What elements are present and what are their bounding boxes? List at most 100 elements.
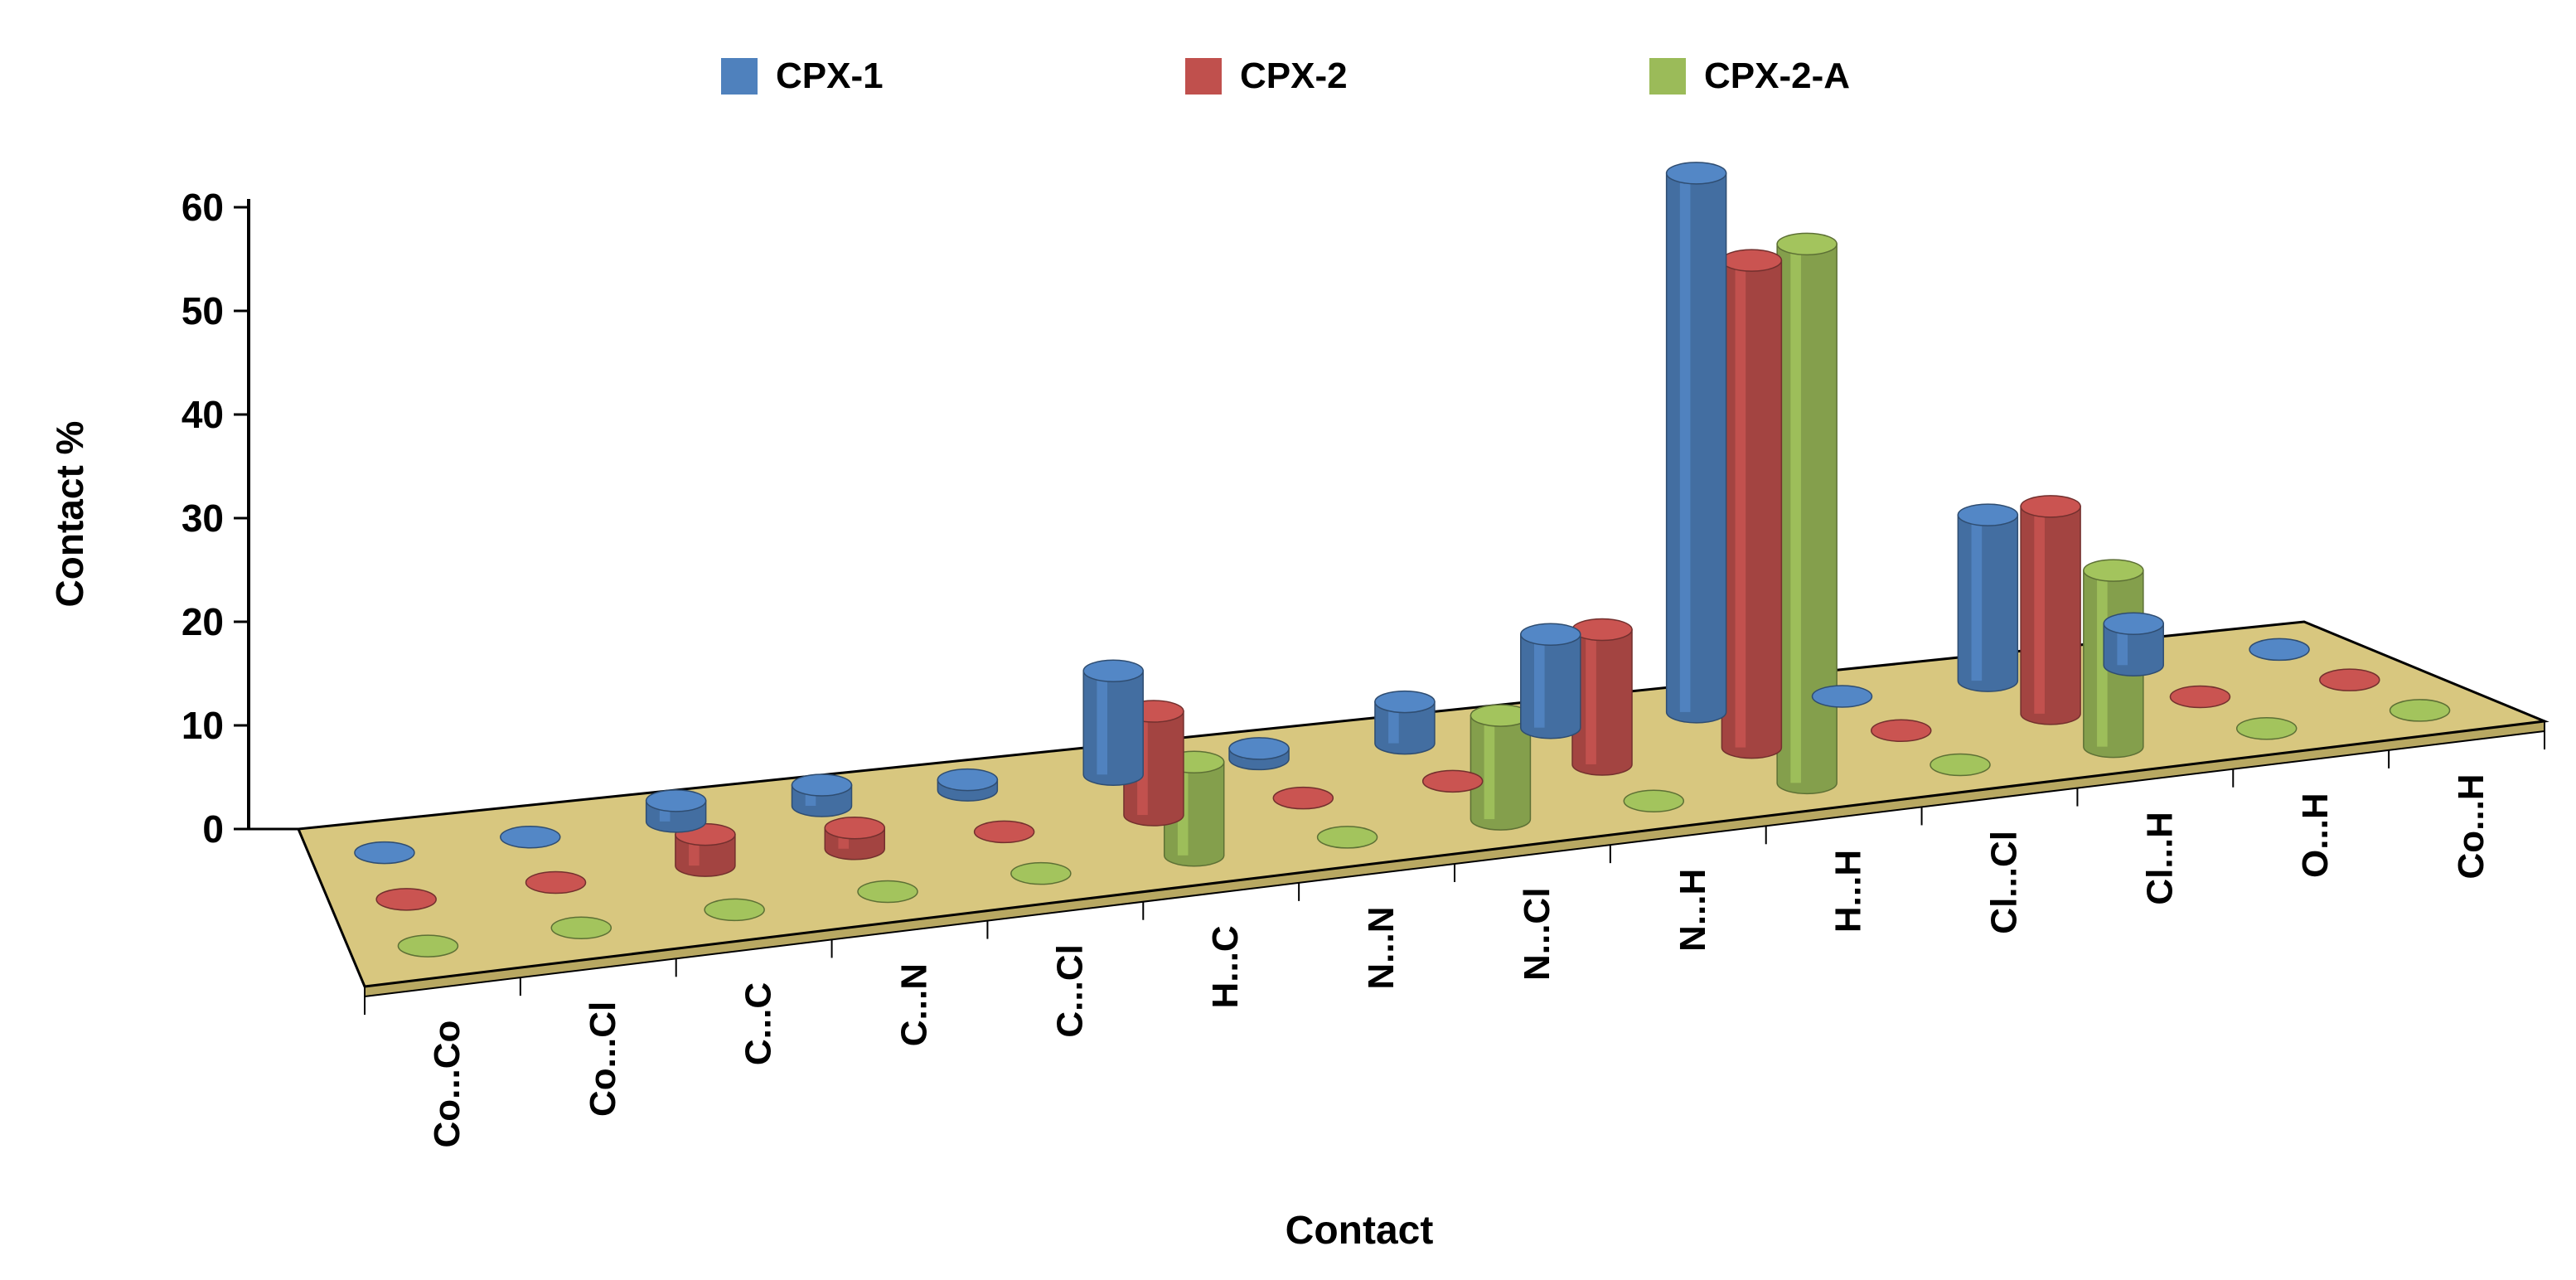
bar-top xyxy=(1721,249,1783,272)
bar-top xyxy=(1272,786,1334,810)
bar-top xyxy=(1776,232,1838,256)
chart-floor xyxy=(296,620,2549,988)
bar-cpx-2-c-cl xyxy=(973,820,1035,844)
bar-top xyxy=(2235,717,2298,740)
bar-cpx-2-co-cl xyxy=(525,870,587,895)
chart-label-layer: Co...Co Co...Cl C...C C...N C...Cl H...C N...N… xyxy=(427,773,2491,1147)
y-tick-label: 10 xyxy=(182,704,224,747)
x-tick-label-h-h: H...H xyxy=(1828,850,1869,933)
bar-top xyxy=(645,789,707,812)
bar-highlight xyxy=(2097,570,2108,747)
bar-top xyxy=(1421,769,1484,793)
bar-highlight xyxy=(1735,260,1746,748)
bar-cpx-2-c-n xyxy=(824,817,885,861)
bar-cpx-2-a-c-n xyxy=(857,880,918,904)
bar-top xyxy=(2169,685,2231,709)
x-tick-label-co-cl: Co...Cl xyxy=(583,1001,623,1117)
bar-top xyxy=(2103,612,2164,636)
bar-cpx-2-co-h xyxy=(2319,668,2380,691)
bar-body xyxy=(2020,506,2081,725)
bar-cpx-2-a-n-cl xyxy=(1470,704,1532,831)
x-tick-label-c-cl: C...Cl xyxy=(1049,944,1090,1037)
y-tick-label: 0 xyxy=(202,807,224,851)
bar-cpx-1-cl-cl xyxy=(1811,685,1873,708)
bar-body xyxy=(1470,715,1532,831)
x-tick-label-c-n: C...N xyxy=(894,963,935,1046)
bar-cpx-1-h-c xyxy=(1082,659,1144,787)
bar-body xyxy=(1665,172,1727,724)
bar-top xyxy=(973,820,1035,844)
y-axis-title: Contact % xyxy=(48,421,91,608)
bar-top xyxy=(1228,737,1290,760)
legend-item-cpx-1: CPX-1 xyxy=(721,43,884,109)
y-tick-label: 30 xyxy=(182,497,224,540)
x-tick-label-n-h: N...H xyxy=(1673,869,1713,952)
bar-cpx-2-a-n-n xyxy=(1316,826,1378,849)
bar-cpx-1-co-co xyxy=(354,841,415,865)
y-tick-label: 40 xyxy=(182,393,224,436)
bar-top xyxy=(824,817,885,840)
bar-highlight xyxy=(1586,629,1596,764)
bar-top xyxy=(375,888,437,911)
legend-swatch-cpx-2-a xyxy=(1649,58,1686,95)
bar-highlight xyxy=(1484,715,1495,820)
bar-cpx-1-c-cl xyxy=(937,768,999,802)
x-tick-label-co-co: Co...Co xyxy=(427,1021,467,1148)
bar-cpx-2-n-h xyxy=(1571,618,1633,776)
legend-item-cpx-2: CPX-2 xyxy=(1185,43,1348,109)
x-tick-label-cl-cl: Cl...Cl xyxy=(1984,831,2025,934)
bar-cpx-2-cl-cl xyxy=(1871,719,1932,742)
bar-top xyxy=(2249,638,2310,662)
bar-top xyxy=(704,898,765,922)
legend-swatch-cpx-1 xyxy=(721,58,758,95)
bar-top xyxy=(525,870,587,895)
bar-top xyxy=(397,934,459,958)
x-tick-label-cl-h: Cl...H xyxy=(2139,812,2180,904)
bar-body xyxy=(1082,670,1144,787)
bar-top xyxy=(500,825,561,849)
bar-top xyxy=(1374,690,1436,714)
y-tick-label: 50 xyxy=(182,289,224,332)
x-tick-label-n-cl: N...Cl xyxy=(1517,888,1557,981)
bar-body xyxy=(1520,633,1581,739)
bar-top xyxy=(1623,789,1685,812)
bar-top xyxy=(1316,826,1378,849)
bar-top xyxy=(2319,668,2380,691)
bar-top xyxy=(1082,659,1144,683)
bar-cpx-2-a-o-h xyxy=(2235,717,2298,740)
bar-cpx-2-o-h xyxy=(2169,685,2231,709)
bar-cpx-2-a-co-h xyxy=(2389,699,2451,722)
bar-highlight xyxy=(1971,515,1983,681)
x-tick-label-co-h: Co...H xyxy=(2451,773,2491,879)
chart-axis-layer: 0 10 20 30 40 50 60 xyxy=(182,186,298,851)
legend-label-cpx-2: CPX-2 xyxy=(1240,56,1348,96)
bar-cpx-2-a-c-c xyxy=(704,898,765,922)
legend-label-cpx-1: CPX-1 xyxy=(776,56,884,96)
bar-cpx-2-h-h xyxy=(1721,249,1783,759)
bar-body xyxy=(1776,243,1838,795)
chart-floor-layer xyxy=(296,620,2549,1015)
bar-cpx-2-c-c xyxy=(675,822,736,877)
legend-item-cpx-2-a: CPX-2-A xyxy=(1649,43,1850,109)
bar-cpx-2-a-h-h xyxy=(1776,232,1838,795)
legend-swatch-cpx-2 xyxy=(1185,58,1222,95)
bar-cpx-1-co-cl xyxy=(500,825,561,849)
legend-label-cpx-2-a: CPX-2-A xyxy=(1704,56,1851,96)
chart-legend: CPX-1 CPX-2 CPX-2-A xyxy=(0,43,2576,109)
bar-cpx-1-co-h xyxy=(2249,638,2310,662)
bar-top xyxy=(2083,559,2144,582)
bar-highlight xyxy=(1679,172,1691,712)
bar-cpx-2-a-co-cl xyxy=(550,916,613,939)
bar-cpx-2-co-co xyxy=(375,888,437,911)
bar-cpx-1-n-cl xyxy=(1374,690,1436,755)
bar-cpx-1-c-c xyxy=(645,789,707,833)
bar-cpx-2-a-co-co xyxy=(397,934,459,958)
bar-cpx-1-cl-h xyxy=(1957,503,2019,692)
bar-top xyxy=(1665,162,1727,185)
bar-top xyxy=(1871,719,1932,742)
bar-highlight xyxy=(2034,506,2045,714)
bar-top xyxy=(1930,753,1991,777)
bar-top xyxy=(1571,618,1633,642)
bar-highlight xyxy=(1097,671,1108,775)
